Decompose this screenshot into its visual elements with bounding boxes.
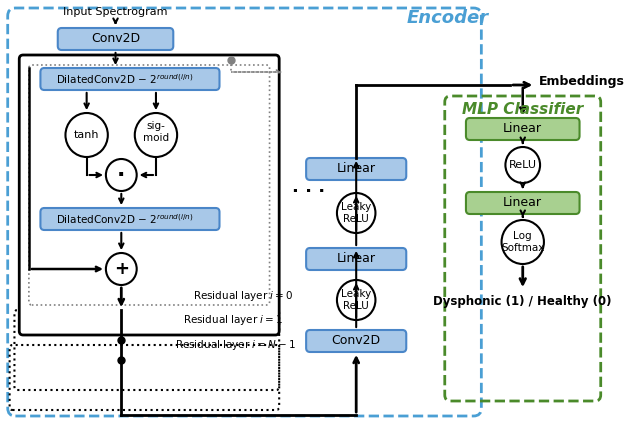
Text: tanh: tanh — [74, 130, 99, 140]
Text: Conv2D: Conv2D — [91, 32, 140, 46]
FancyBboxPatch shape — [306, 248, 406, 270]
Text: ReLU: ReLU — [509, 160, 537, 170]
Circle shape — [337, 193, 376, 233]
Circle shape — [506, 147, 540, 183]
Text: +: + — [114, 260, 129, 278]
Text: Input Spectrogram: Input Spectrogram — [63, 7, 168, 17]
Circle shape — [65, 113, 108, 157]
FancyBboxPatch shape — [40, 208, 220, 230]
Text: Dysphonic (1) / Healthy (0): Dysphonic (1) / Healthy (0) — [433, 296, 612, 308]
Text: MLP Classifier: MLP Classifier — [462, 103, 584, 118]
Text: Residual layer $i = N - 1$: Residual layer $i = N - 1$ — [175, 338, 296, 352]
Text: Residual layer $i = 0$: Residual layer $i = 0$ — [193, 289, 293, 303]
Text: Linear: Linear — [337, 162, 376, 176]
Text: DilatedConv2D $-$ $2^{round(i/n)}$: DilatedConv2D $-$ $2^{round(i/n)}$ — [56, 72, 194, 86]
FancyBboxPatch shape — [58, 28, 173, 50]
Text: ·: · — [117, 165, 125, 185]
FancyBboxPatch shape — [306, 330, 406, 352]
FancyBboxPatch shape — [466, 192, 580, 214]
Text: · · ·: · · · — [291, 183, 324, 201]
Text: Leaky
ReLU: Leaky ReLU — [341, 289, 371, 311]
Circle shape — [502, 220, 544, 264]
Circle shape — [337, 280, 376, 320]
FancyBboxPatch shape — [40, 68, 220, 90]
Text: Conv2D: Conv2D — [332, 334, 381, 348]
Text: sig-
moid: sig- moid — [143, 121, 169, 143]
Text: Linear: Linear — [337, 253, 376, 265]
Text: Linear: Linear — [503, 123, 542, 135]
Text: Embeddings: Embeddings — [539, 75, 625, 89]
FancyBboxPatch shape — [19, 55, 279, 335]
Text: Encoder: Encoder — [406, 9, 489, 27]
Circle shape — [106, 253, 137, 285]
Text: Linear: Linear — [503, 196, 542, 210]
Text: Leaky
ReLU: Leaky ReLU — [341, 202, 371, 224]
Text: Log
Softmax: Log Softmax — [501, 231, 545, 253]
Circle shape — [135, 113, 177, 157]
Circle shape — [106, 159, 137, 191]
Text: DilatedConv2D $-$ $2^{round(i/n)}$: DilatedConv2D $-$ $2^{round(i/n)}$ — [56, 212, 194, 226]
FancyBboxPatch shape — [306, 158, 406, 180]
FancyBboxPatch shape — [466, 118, 580, 140]
Text: Residual layer $i = 1$: Residual layer $i = 1$ — [183, 313, 283, 327]
